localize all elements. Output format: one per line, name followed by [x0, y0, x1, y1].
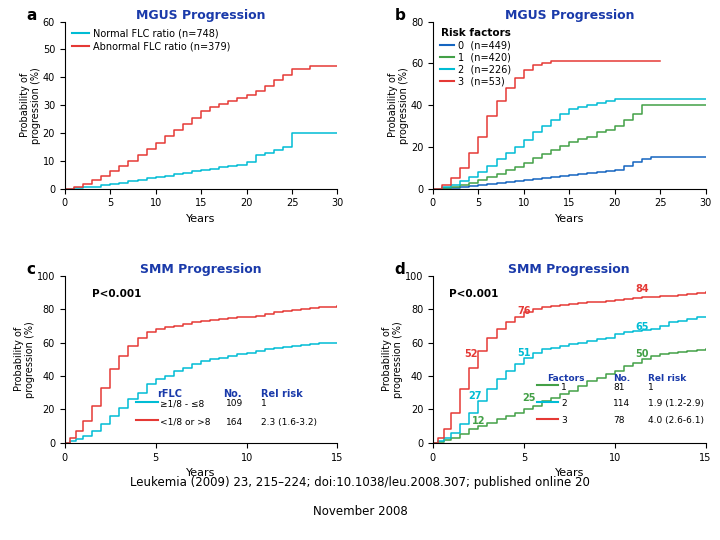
X-axis label: Years: Years	[554, 468, 584, 478]
Text: 27: 27	[468, 391, 482, 401]
Text: 25: 25	[523, 393, 536, 403]
Text: 84: 84	[635, 284, 649, 294]
Text: 65: 65	[635, 322, 649, 333]
Title: MGUS Progression: MGUS Progression	[136, 9, 266, 22]
Title: MGUS Progression: MGUS Progression	[505, 9, 634, 22]
Text: No.: No.	[223, 389, 241, 399]
Text: 2.3 (1.6-3.2): 2.3 (1.6-3.2)	[261, 418, 317, 427]
Text: 52: 52	[464, 349, 478, 359]
Title: SMM Progression: SMM Progression	[508, 262, 630, 275]
Text: 1.9 (1.2-2.9): 1.9 (1.2-2.9)	[648, 400, 704, 408]
Text: Rel risk: Rel risk	[261, 389, 303, 399]
Y-axis label: Probability of
progression (%): Probability of progression (%)	[14, 321, 35, 397]
Text: 12: 12	[472, 416, 485, 426]
Text: 109: 109	[225, 400, 243, 408]
Text: November 2008: November 2008	[312, 505, 408, 518]
X-axis label: Years: Years	[186, 468, 216, 478]
X-axis label: Years: Years	[554, 214, 584, 224]
Text: Leukemia (2009) 23, 215–224; doi:10.1038/leu.2008.307; published online 20: Leukemia (2009) 23, 215–224; doi:10.1038…	[130, 476, 590, 489]
Text: 51: 51	[517, 348, 531, 357]
Text: ≥1/8 - ≤8: ≥1/8 - ≤8	[161, 400, 204, 408]
Text: 1: 1	[261, 400, 267, 408]
Text: 81: 81	[613, 383, 624, 391]
Text: 78: 78	[613, 416, 624, 425]
Text: 3: 3	[561, 416, 567, 425]
Text: 4.0 (2.6-6.1): 4.0 (2.6-6.1)	[648, 416, 704, 425]
Legend: Normal FLC ratio (n=748), Abnormal FLC ratio (n=379): Normal FLC ratio (n=748), Abnormal FLC r…	[70, 26, 233, 53]
Text: No.: No.	[613, 374, 630, 383]
Text: Rel risk: Rel risk	[648, 374, 687, 383]
Text: P<0.001: P<0.001	[449, 289, 499, 299]
Text: 1: 1	[561, 383, 567, 391]
Text: Factors: Factors	[547, 374, 585, 383]
Text: 114: 114	[613, 400, 630, 408]
Y-axis label: Probability of
progression (%): Probability of progression (%)	[382, 321, 403, 397]
Text: d: d	[395, 262, 405, 277]
Text: 164: 164	[225, 418, 243, 427]
Text: 76: 76	[517, 306, 531, 316]
X-axis label: Years: Years	[186, 214, 216, 224]
Title: SMM Progression: SMM Progression	[140, 262, 262, 275]
Legend: 0  (n=449), 1  (n=420), 2  (n=226), 3  (n=53): 0 (n=449), 1 (n=420), 2 (n=226), 3 (n=53…	[438, 26, 513, 88]
Text: <1/8 or >8: <1/8 or >8	[161, 418, 211, 427]
Text: a: a	[27, 8, 37, 23]
Text: 2: 2	[561, 400, 567, 408]
Text: rFLC: rFLC	[158, 389, 182, 399]
Y-axis label: Probability of
progression (%): Probability of progression (%)	[388, 67, 410, 144]
Text: c: c	[27, 262, 35, 277]
Text: 50: 50	[635, 349, 649, 359]
Text: 1: 1	[648, 383, 654, 391]
Text: b: b	[395, 8, 405, 23]
Text: P<0.001: P<0.001	[92, 289, 141, 299]
Y-axis label: Probability of
progression (%): Probability of progression (%)	[19, 67, 41, 144]
